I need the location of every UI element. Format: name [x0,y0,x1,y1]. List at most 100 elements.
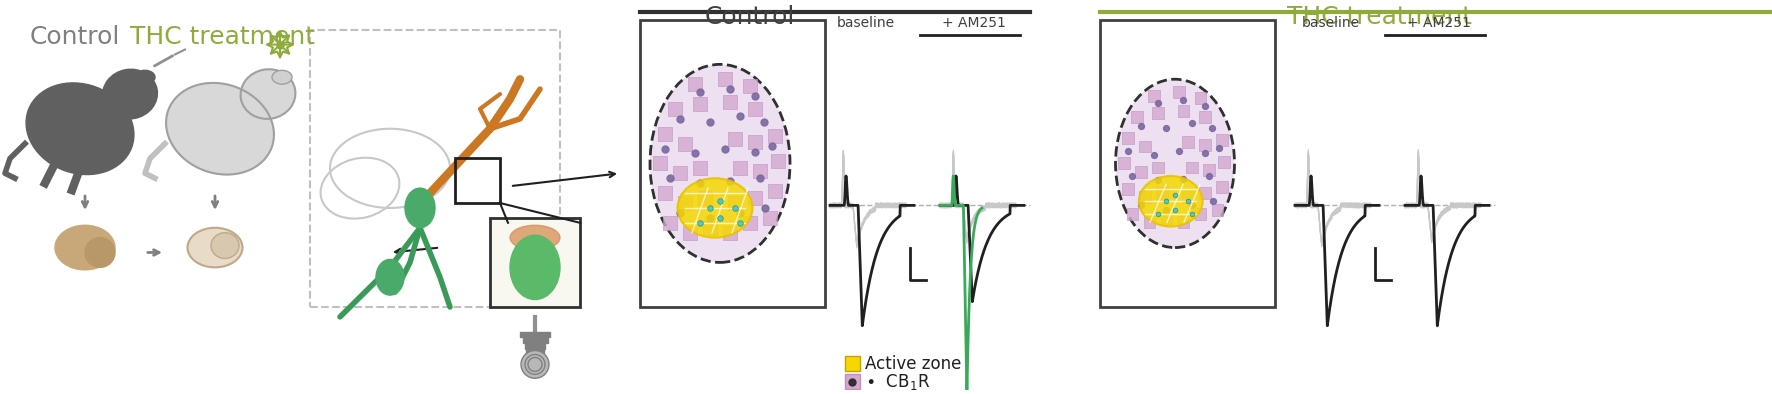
Bar [1118,158,1131,169]
Ellipse shape [188,228,243,268]
Circle shape [528,357,542,372]
Bar [1139,141,1152,152]
Bar [723,226,737,240]
Bar [682,226,696,240]
Text: Control: Control [30,25,120,49]
Bar [698,191,712,205]
Bar [663,216,677,230]
Bar [679,137,693,151]
Text: THC treatment: THC treatment [1288,5,1473,29]
Bar [845,357,859,372]
Bar [657,186,672,200]
Bar [748,135,762,149]
Ellipse shape [103,69,158,119]
Bar [1173,86,1185,98]
Bar [640,20,826,307]
Bar [1157,187,1168,199]
Ellipse shape [27,83,135,175]
Bar [1143,216,1155,228]
Bar [1152,162,1164,173]
Ellipse shape [271,70,292,84]
Text: + AM251: + AM251 [1407,16,1471,30]
Text: baseline: baseline [1302,16,1361,30]
Bar [1194,208,1207,220]
Bar [728,196,742,210]
Bar [753,164,767,178]
Text: baseline: baseline [836,16,895,30]
Bar [1200,139,1210,151]
Bar [723,95,737,109]
Ellipse shape [241,69,296,119]
Bar [1152,107,1164,119]
Text: + AM251: + AM251 [943,16,1006,30]
Bar [1182,191,1194,203]
Bar [703,221,718,235]
Text: $\bullet$  CB$_1$R: $\bullet$ CB$_1$R [865,372,930,392]
Ellipse shape [376,259,404,295]
Bar [1200,187,1210,199]
Bar [1131,111,1143,123]
Bar [693,162,707,175]
Bar [1182,136,1194,148]
Bar [523,338,548,343]
Bar [668,102,682,116]
Ellipse shape [1139,176,1203,227]
Bar [528,355,542,361]
Bar [1122,132,1134,144]
Ellipse shape [135,70,154,84]
Bar [1178,105,1189,117]
Bar [764,211,776,225]
Bar [1178,216,1189,228]
Bar [491,218,579,307]
Ellipse shape [406,188,434,228]
Bar [673,166,688,180]
Bar [1139,191,1152,203]
Bar [679,196,693,210]
Ellipse shape [510,235,560,299]
Bar [1216,134,1228,146]
Ellipse shape [55,225,115,270]
Ellipse shape [510,225,560,250]
Bar [742,79,757,93]
Bar [734,162,748,175]
Bar [519,332,549,337]
Bar [1200,111,1210,123]
Bar [688,77,702,91]
Ellipse shape [85,238,115,268]
Ellipse shape [211,233,239,258]
Text: Control: Control [705,5,796,29]
Bar [657,127,672,141]
Bar [1219,156,1230,167]
Ellipse shape [650,64,790,262]
Bar [1161,212,1173,224]
Bar [728,132,742,145]
Bar [310,30,560,307]
Bar [845,374,859,389]
Text: THC treatment: THC treatment [129,25,315,49]
Text: Active zone: Active zone [865,355,962,374]
Bar [1127,208,1138,220]
Bar [654,156,666,170]
Bar [748,191,762,205]
Bar [742,216,757,230]
Bar [1136,166,1146,178]
Circle shape [521,351,549,378]
Bar [1100,20,1276,307]
Bar [455,158,500,203]
Bar [526,349,544,355]
Bar [1148,90,1159,102]
Ellipse shape [1116,79,1235,247]
Bar [1194,92,1207,104]
Bar [525,344,546,349]
Bar [748,102,762,116]
Bar [1185,162,1198,173]
Bar [767,184,781,198]
Bar [693,97,707,111]
Ellipse shape [167,83,275,175]
Bar [1203,164,1216,176]
Bar [718,72,732,86]
Circle shape [525,355,546,374]
Ellipse shape [677,178,753,238]
Bar [1212,204,1223,216]
Bar [1122,183,1134,195]
